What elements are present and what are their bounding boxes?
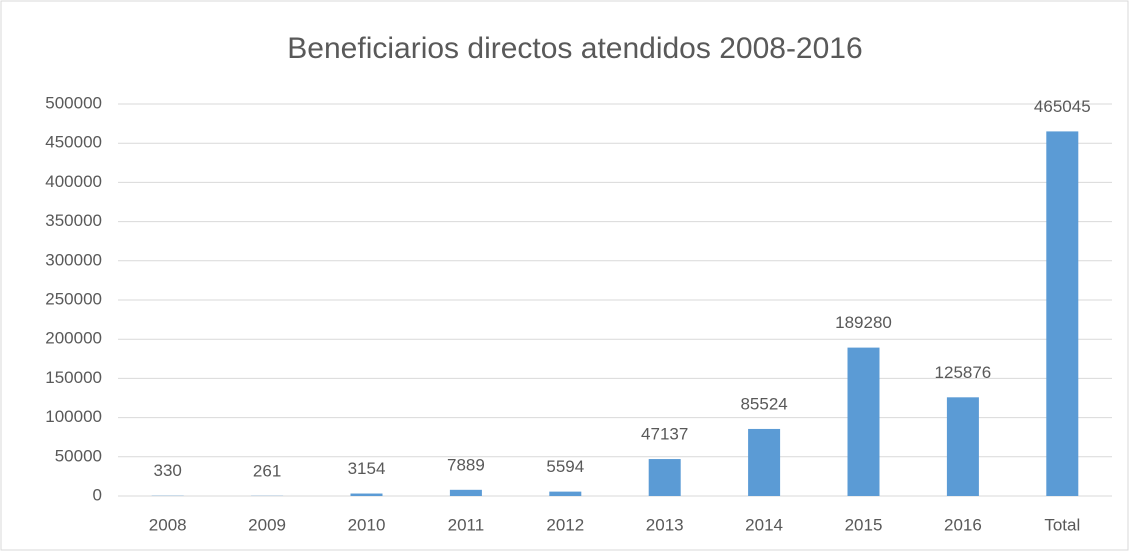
y-tick-label: 400000 xyxy=(45,172,102,191)
data-label: 465045 xyxy=(1034,97,1091,116)
x-tick-label: 2011 xyxy=(448,515,485,534)
bar xyxy=(1046,131,1079,496)
data-label: 7889 xyxy=(447,455,485,474)
y-tick-label: 50000 xyxy=(55,446,102,465)
y-tick-label: 500000 xyxy=(45,93,102,112)
data-label: 125876 xyxy=(935,363,992,382)
x-tick-label: 2008 xyxy=(149,515,187,534)
y-tick-label: 300000 xyxy=(45,250,102,269)
data-label: 330 xyxy=(154,461,182,480)
y-tick-label: 450000 xyxy=(45,133,102,152)
data-label: 189280 xyxy=(835,313,892,332)
data-label: 261 xyxy=(253,461,281,480)
x-tick-label: Total xyxy=(1044,515,1080,534)
data-label: 47137 xyxy=(641,425,688,444)
y-tick-label: 350000 xyxy=(45,211,102,230)
chart-title: Beneficiarios directos atendidos 2008-20… xyxy=(287,32,862,65)
bar xyxy=(449,489,482,496)
bar xyxy=(946,397,979,496)
y-tick-label: 200000 xyxy=(45,329,102,348)
x-tick-label: 2010 xyxy=(348,515,386,534)
y-tick-label: 0 xyxy=(93,485,102,504)
y-tick-label: 250000 xyxy=(45,289,102,308)
y-tick-label: 150000 xyxy=(45,368,102,387)
data-label: 85524 xyxy=(740,394,787,413)
x-tick-label: 2012 xyxy=(546,515,584,534)
bar xyxy=(549,491,582,496)
x-tick-label: 2016 xyxy=(944,515,982,534)
y-tick-label: 100000 xyxy=(45,407,102,426)
bar xyxy=(847,347,880,496)
data-label: 5594 xyxy=(546,457,584,476)
bar xyxy=(748,428,781,496)
x-tick-label: 2014 xyxy=(745,515,783,534)
bar xyxy=(648,459,681,496)
data-label: 3154 xyxy=(348,459,386,478)
bar xyxy=(350,493,383,496)
x-tick-label: 2015 xyxy=(845,515,883,534)
x-tick-label: 2013 xyxy=(646,515,684,534)
x-tick-label: 2009 xyxy=(248,515,286,534)
